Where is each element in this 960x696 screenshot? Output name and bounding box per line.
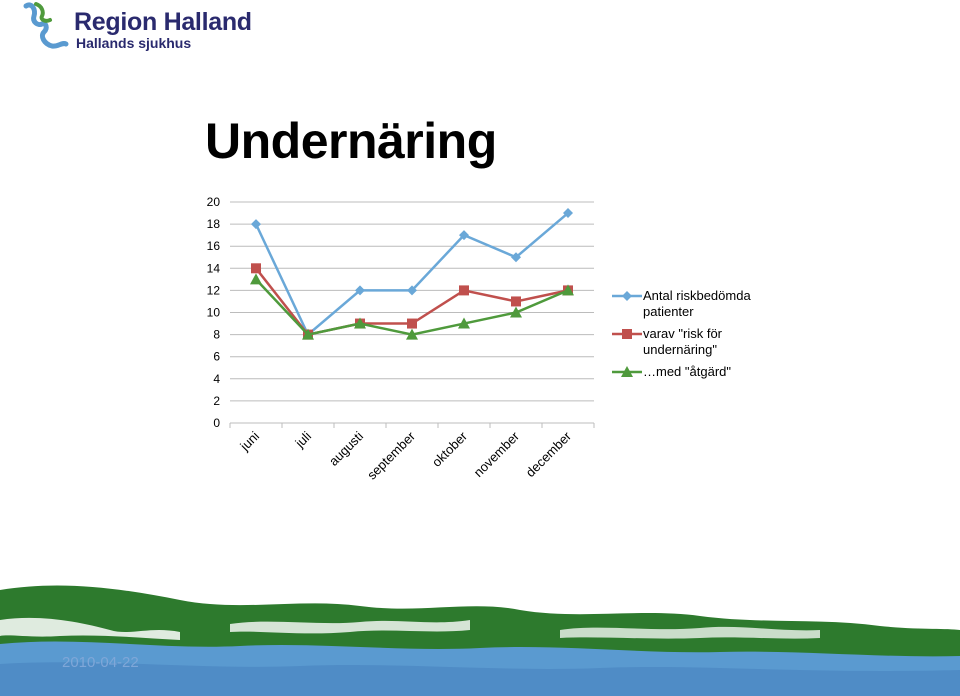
x-tick-label: oktober <box>429 428 471 470</box>
legend-label-series-2: varav "risk för undernäring" <box>643 326 723 357</box>
y-tick-label: 12 <box>207 283 221 297</box>
legend-square-icon <box>612 329 642 339</box>
y-tick-label: 4 <box>213 372 220 386</box>
x-tick-label: september <box>364 428 419 483</box>
data-point-series-3 <box>406 328 418 340</box>
y-tick-label: 18 <box>207 217 221 231</box>
y-tick-label: 20 <box>207 195 221 209</box>
data-point-series-3 <box>250 273 262 285</box>
data-point-series-3 <box>354 317 366 329</box>
y-tick-label: 6 <box>213 350 220 364</box>
logo-subtitle: Hallands sjukhus <box>76 35 192 51</box>
region-halland-logo: Region Halland Hallands sjukhus <box>22 0 262 56</box>
region-halland-mark-icon <box>23 2 69 49</box>
logo-name: Region Halland <box>74 8 252 36</box>
x-tick-label: augusti <box>326 428 366 468</box>
legend-item-series-2: varav "risk för undernäring" <box>612 326 782 364</box>
y-tick-label: 16 <box>207 239 221 253</box>
data-point-series-2 <box>459 285 469 296</box>
y-tick-label: 8 <box>213 328 220 342</box>
y-tick-label: 14 <box>207 261 221 275</box>
data-point-series-2 <box>251 263 261 274</box>
data-point-series-1 <box>355 285 365 296</box>
legend-diamond-icon <box>612 291 642 301</box>
legend-item-series-3: …med "åtgärd" <box>612 364 782 388</box>
data-point-series-3 <box>302 328 314 340</box>
data-point-series-2 <box>407 318 417 329</box>
footer-landscape-decoration <box>0 585 960 696</box>
data-point-series-1 <box>459 230 469 241</box>
x-tick-label: november <box>471 428 523 480</box>
y-tick-label: 0 <box>213 416 220 430</box>
data-point-series-1 <box>407 285 417 296</box>
legend-label-series-3: …med "åtgärd" <box>643 364 731 379</box>
x-tick-label: juli <box>292 428 315 451</box>
data-point-series-1 <box>251 219 261 230</box>
data-point-series-1 <box>563 208 573 219</box>
x-tick-label: december <box>523 428 575 480</box>
data-point-series-2 <box>511 296 521 307</box>
chart-legend: Antal riskbedömda patienter varav "risk … <box>612 288 782 388</box>
legend-item-series-1: Antal riskbedömda patienter <box>612 288 782 326</box>
slide-title: Undernäring <box>205 113 497 169</box>
legend-label-series-1: Antal riskbedömda patienter <box>643 288 751 319</box>
data-point-series-3 <box>562 284 574 296</box>
line-chart: 0 2 4 6 8 10 12 14 16 18 20 juni juli augustiseptembe… <box>207 195 595 483</box>
slide-date: 2010-04-22 <box>62 654 139 671</box>
y-tick-label: 10 <box>207 306 221 320</box>
data-point-series-3 <box>510 306 522 318</box>
x-tick-label: juni <box>236 428 262 454</box>
y-tick-label: 2 <box>213 394 220 408</box>
legend-triangle-icon <box>612 366 642 377</box>
data-point-series-3 <box>458 317 470 329</box>
data-point-series-1 <box>511 252 521 263</box>
